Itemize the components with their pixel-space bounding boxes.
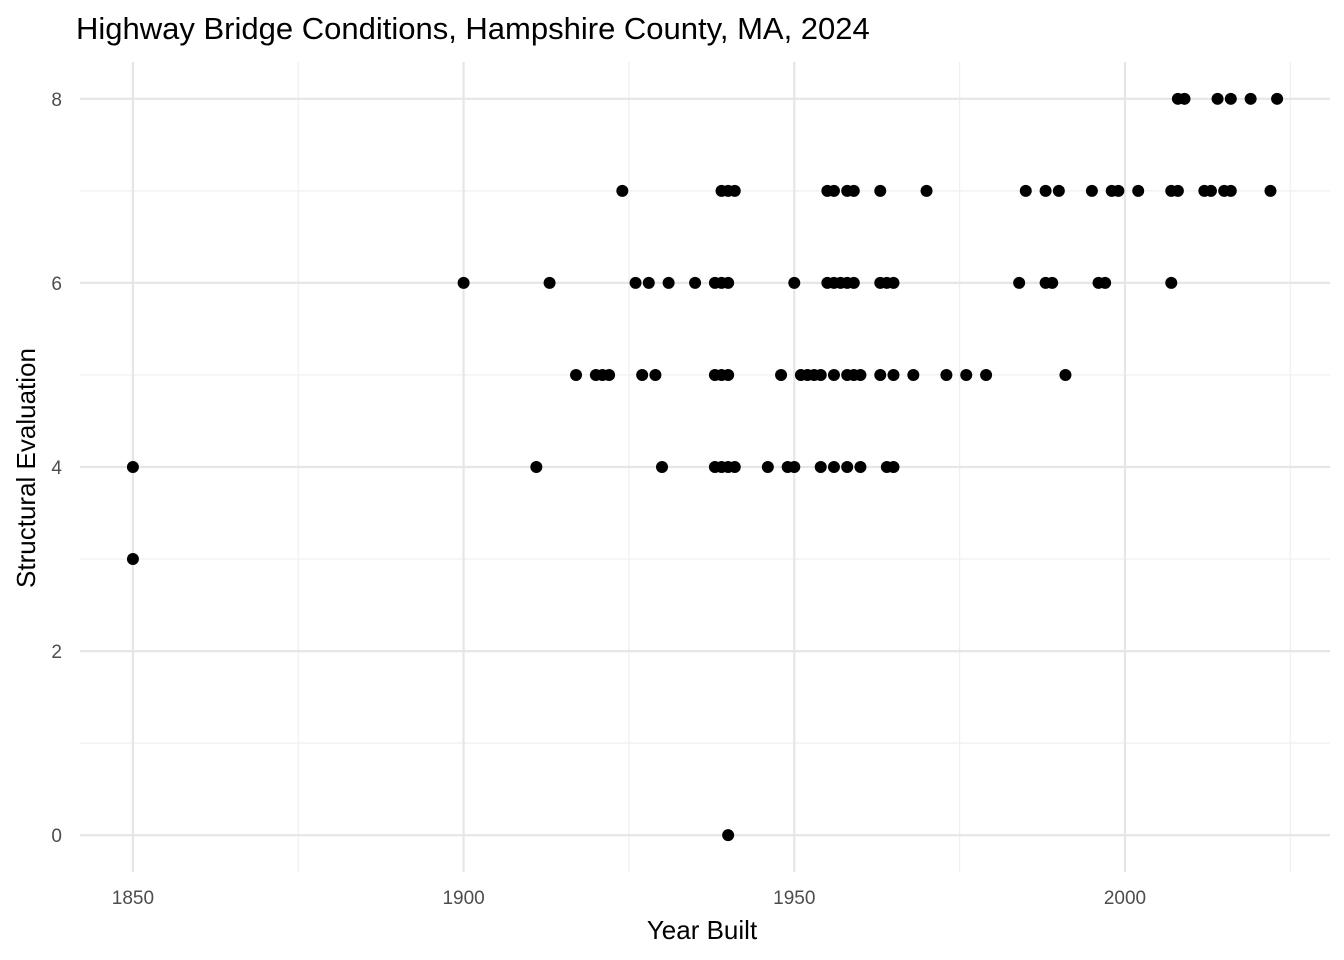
y-axis-ticks: 0 2 4 6 8 xyxy=(51,90,62,847)
data-point xyxy=(887,276,900,289)
data-point xyxy=(887,368,900,381)
data-point xyxy=(1211,92,1224,105)
data-point xyxy=(543,276,556,289)
data-point xyxy=(649,368,662,381)
data-point xyxy=(1224,92,1237,105)
x-axis-title: Year Built xyxy=(647,915,758,945)
data-point xyxy=(854,368,867,381)
data-point xyxy=(1085,184,1098,197)
data-point xyxy=(940,368,953,381)
data-point xyxy=(1112,184,1125,197)
grid-lines xyxy=(80,62,1330,872)
data-point xyxy=(629,276,642,289)
data-point xyxy=(126,553,139,566)
data-point xyxy=(980,368,993,381)
data-point xyxy=(662,276,675,289)
data-points xyxy=(126,92,1284,842)
data-point xyxy=(854,461,867,473)
y-tick-label: 2 xyxy=(51,642,62,663)
data-point xyxy=(827,461,840,473)
data-point xyxy=(1019,184,1032,197)
data-point xyxy=(1204,184,1217,197)
data-point xyxy=(1059,368,1072,381)
data-point xyxy=(616,184,629,197)
x-tick-label: 1900 xyxy=(442,888,484,909)
x-tick-label: 1850 xyxy=(112,888,154,909)
data-point xyxy=(1264,184,1277,197)
data-point xyxy=(722,276,735,289)
data-point xyxy=(1039,184,1052,197)
data-point xyxy=(827,368,840,381)
y-tick-label: 4 xyxy=(51,458,62,479)
data-point xyxy=(827,184,840,197)
y-axis-title: Structural Evaluation xyxy=(11,348,41,588)
data-point xyxy=(656,461,669,473)
data-point xyxy=(1013,276,1026,289)
x-axis-ticks: 1850 1900 1950 2000 xyxy=(112,888,1146,909)
x-tick-label: 1950 xyxy=(773,888,815,909)
data-point xyxy=(788,276,801,289)
data-point xyxy=(814,368,827,381)
data-point xyxy=(457,276,470,289)
data-point xyxy=(642,276,655,289)
y-tick-label: 8 xyxy=(51,90,62,111)
data-point xyxy=(722,368,735,381)
data-point xyxy=(1099,276,1112,289)
data-point xyxy=(689,276,702,289)
data-point xyxy=(722,829,735,842)
data-point xyxy=(847,184,860,197)
data-point xyxy=(907,368,920,381)
data-point xyxy=(603,368,616,381)
data-point xyxy=(1165,276,1178,289)
data-point xyxy=(636,368,649,381)
y-tick-label: 6 xyxy=(51,274,62,295)
data-point xyxy=(530,461,543,473)
data-point xyxy=(761,461,774,473)
chart-title: Highway Bridge Conditions, Hampshire Cou… xyxy=(76,11,870,46)
data-point xyxy=(1171,184,1184,197)
data-point xyxy=(847,276,860,289)
data-point xyxy=(874,368,887,381)
data-point xyxy=(1052,184,1065,197)
data-point xyxy=(775,368,788,381)
data-point xyxy=(570,368,583,381)
data-point xyxy=(814,461,827,473)
data-point xyxy=(887,461,900,473)
data-point xyxy=(788,461,801,473)
data-point xyxy=(1178,92,1191,105)
x-tick-label: 2000 xyxy=(1104,888,1146,909)
data-point xyxy=(841,461,854,473)
data-point xyxy=(728,184,741,197)
data-point xyxy=(1244,92,1257,105)
data-point xyxy=(1224,184,1237,197)
data-point xyxy=(960,368,973,381)
data-point xyxy=(874,184,887,197)
data-point xyxy=(920,184,933,197)
data-point xyxy=(126,461,139,473)
data-point xyxy=(1271,92,1284,105)
data-point xyxy=(728,461,741,473)
y-tick-label: 0 xyxy=(51,826,62,847)
data-point xyxy=(1046,276,1059,289)
data-point xyxy=(1132,184,1145,197)
